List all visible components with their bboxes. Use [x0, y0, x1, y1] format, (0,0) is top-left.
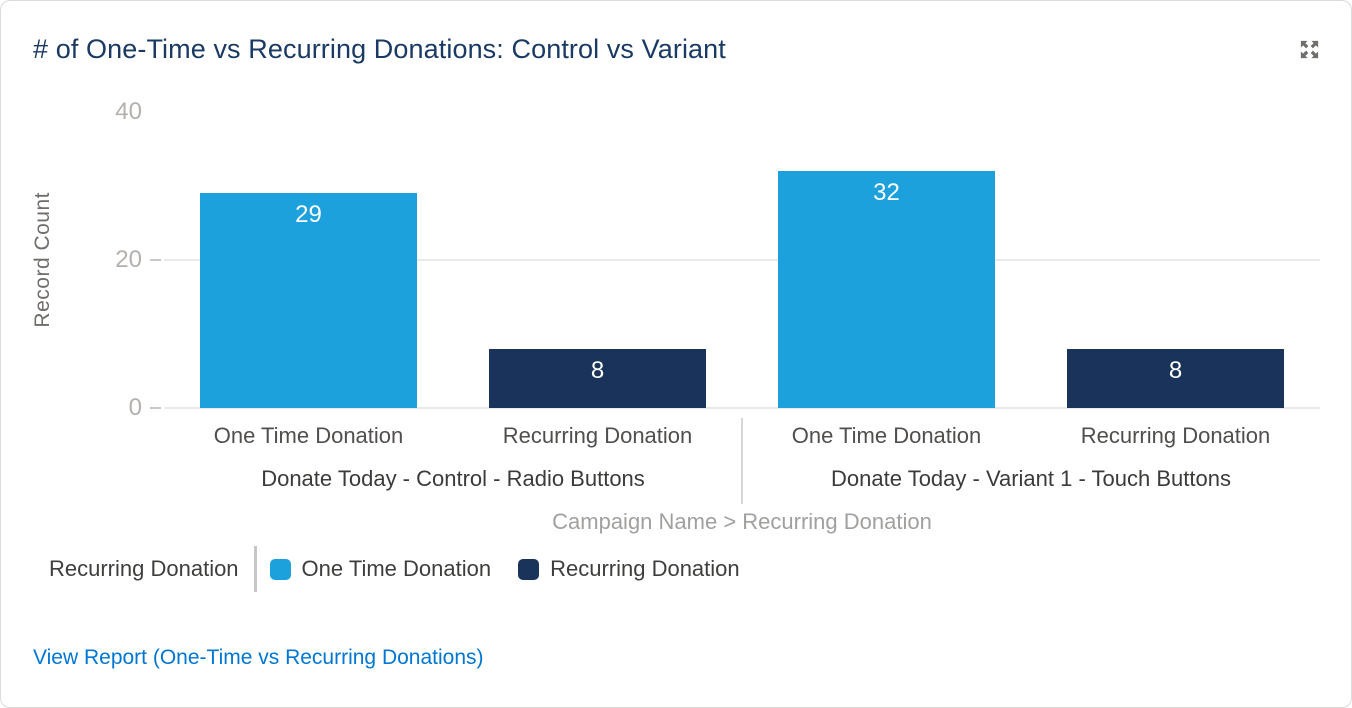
group-divider-line: [741, 418, 743, 504]
legend-item-one-time-donation[interactable]: One Time Donation: [269, 556, 492, 582]
chart-legend: Recurring Donation One Time Donation Recu…: [49, 545, 740, 593]
series-label: Recurring Donation: [502, 423, 693, 448]
legend-item-label: One Time Donation: [301, 556, 492, 581]
bar-slot: 32: [742, 112, 1031, 408]
series-label: One Time Donation: [213, 423, 404, 448]
x-label-group: One Time Donation Recurring Donation Donat…: [742, 410, 1320, 492]
gridline: [164, 407, 1320, 409]
series-label-row: One Time Donation Recurring Donation: [164, 410, 742, 449]
legend-swatch-icon: [269, 558, 291, 580]
y-axis-title-wrap: Record Count: [31, 112, 55, 408]
bar-value-label: 8: [1168, 356, 1183, 384]
bar-group: 29 8: [164, 112, 742, 408]
expand-arrows-icon: [1298, 40, 1321, 64]
y-tick-label: 0: [128, 394, 142, 421]
y-tick-mark: [150, 407, 161, 409]
bar-value-label: 29: [295, 201, 322, 229]
category-label: Donate Today - Control - Radio Buttons: [261, 466, 645, 491]
bar-slot: 29: [164, 112, 453, 408]
bar-slot: 8: [1031, 112, 1320, 408]
y-tick-label: 20: [115, 246, 142, 273]
gridline: [164, 259, 1320, 261]
plot-area: 29 8 32 8 0 20 40: [115, 100, 1320, 420]
bar-value-label: 8: [590, 356, 605, 384]
legend-swatch-icon: [518, 558, 540, 580]
bar-value-label: 32: [873, 179, 900, 207]
bar-recurring-donation[interactable]: 8: [489, 348, 706, 408]
legend-title: Recurring Donation: [49, 556, 239, 581]
y-axis-title: Record Count: [31, 192, 54, 328]
y-tick-mark: [150, 259, 161, 261]
expand-button[interactable]: [1296, 36, 1323, 66]
bar-groups: 29 8 32 8: [164, 112, 1320, 408]
legend-item-label: Recurring Donation: [550, 556, 740, 581]
legend-item-recurring-donation[interactable]: Recurring Donation: [518, 556, 740, 582]
category-label: Donate Today - Variant 1 - Touch Buttons: [831, 466, 1231, 491]
bar-recurring-donation[interactable]: 8: [1067, 348, 1284, 408]
widget-header: # of One-Time vs Recurring Donations: Co…: [33, 34, 1323, 66]
bar-group: 32 8: [742, 112, 1320, 408]
view-report-link[interactable]: View Report (One-Time vs Recurring Donat…: [33, 646, 484, 669]
bar-one-time-donation[interactable]: 32: [778, 171, 995, 408]
chart-title: # of One-Time vs Recurring Donations: Co…: [33, 34, 726, 64]
series-label: Recurring Donation: [1080, 423, 1271, 448]
x-axis-title: Campaign Name > Recurring Donation: [552, 509, 932, 534]
x-label-group: One Time Donation Recurring Donation Donat…: [164, 410, 742, 492]
legend-items: One Time Donation Recurring Donation: [269, 556, 740, 582]
x-axis-labels: One Time Donation Recurring Donation Donat…: [164, 410, 1320, 504]
y-tick-label: 40: [115, 98, 142, 125]
bar-slot: 8: [453, 112, 742, 408]
legend-divider: [253, 546, 257, 592]
series-label: One Time Donation: [791, 423, 982, 448]
bar-one-time-donation[interactable]: 29: [200, 193, 417, 408]
series-label-row: One Time Donation Recurring Donation: [742, 410, 1320, 449]
